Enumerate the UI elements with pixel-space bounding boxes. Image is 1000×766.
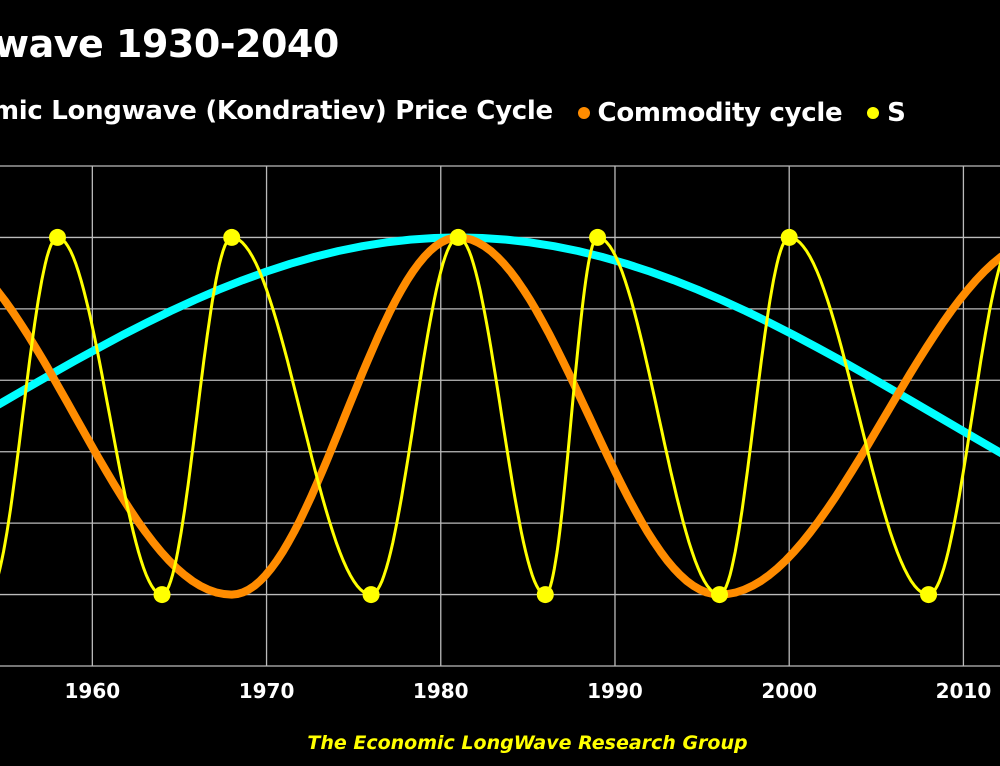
data-point: [711, 586, 729, 604]
data-point: [780, 228, 798, 246]
x-tick-label: 1980: [413, 679, 469, 703]
data-point: [449, 228, 467, 246]
series-line-2: [0, 235, 1000, 597]
footer-credit: The Economic LongWave Research Group: [307, 732, 748, 754]
legend-item-s: S: [867, 98, 906, 128]
chart-title: wave 1930-2040: [0, 22, 339, 66]
legend-label-longwave: mic Longwave (Kondratiev) Price Cycle: [0, 96, 553, 126]
legend: mic Longwave (Kondratiev) Price Cycle Co…: [0, 96, 922, 128]
x-tick-label: 2010: [936, 679, 992, 703]
x-tick-label: 1970: [239, 679, 295, 703]
legend-label-s: S: [887, 98, 906, 128]
x-tick-label: 2000: [761, 679, 817, 703]
x-tick-label: 1990: [587, 679, 643, 703]
legend-dot-icon: [577, 107, 590, 119]
legend-item-longwave: mic Longwave (Kondratiev) Price Cycle: [0, 96, 553, 126]
data-point: [589, 228, 607, 246]
legend-label-commodity: Commodity cycle: [597, 98, 843, 128]
data-point: [362, 586, 380, 604]
data-point: [536, 586, 554, 604]
legend-item-commodity: Commodity cycle: [577, 98, 843, 128]
x-tick-label: 1960: [64, 679, 120, 703]
series-line-1: [0, 233, 1000, 599]
legend-dot-icon: [867, 107, 880, 119]
data-point: [223, 228, 241, 246]
data-point: [48, 228, 66, 246]
data-point: [153, 586, 171, 604]
data-point: [920, 586, 938, 604]
